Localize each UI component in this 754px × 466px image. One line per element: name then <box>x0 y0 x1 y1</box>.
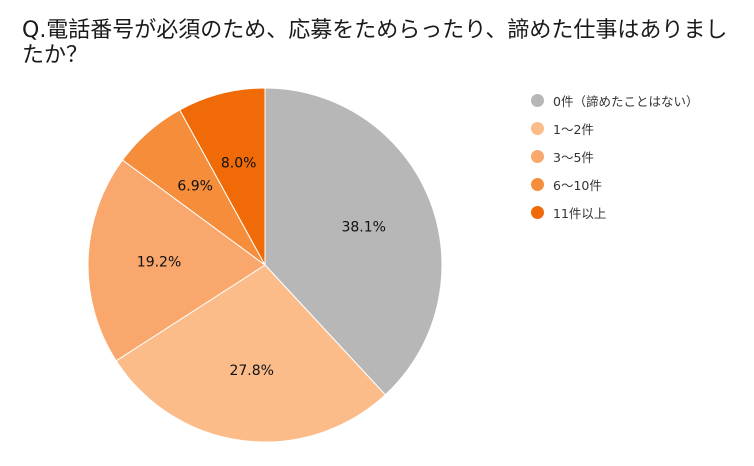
legend-item-4: 6〜10件 <box>531 170 698 198</box>
slice-labels: 38.1% 27.8% 19.2% 6.9% 8.0% <box>137 155 386 379</box>
legend-swatch-5 <box>531 205 544 219</box>
legend: 0件（諦めたことはない） 1〜2件 3〜5件 6〜10件 11件以上 <box>531 86 698 226</box>
pie-slice-5 <box>179 87 266 266</box>
slice-value-label-3: 19.2% <box>137 255 181 271</box>
chart-title: Q.電話番号が必須のため、応募をためらったり、諦めた仕事はありましたか？ <box>22 18 728 68</box>
legend-swatch-1 <box>531 93 544 107</box>
legend-item-3: 3〜5件 <box>531 142 698 170</box>
pie-slice-2 <box>115 264 387 443</box>
legend-label-3: 3〜5件 <box>553 149 594 165</box>
legend-item-2: 1〜2件 <box>531 114 698 142</box>
legend-swatch-2 <box>531 121 544 135</box>
slice-value-label-1: 38.1% <box>341 219 385 235</box>
legend-swatch-3 <box>531 149 544 163</box>
legend-label-4: 6〜10件 <box>553 177 602 193</box>
legend-label-5: 11件以上 <box>553 205 607 221</box>
legend-label-2: 1〜2件 <box>553 121 594 137</box>
legend-item-1: 0件（諦めたことはない） <box>531 86 698 114</box>
pie-slice-1 <box>264 87 443 396</box>
pie-slices <box>87 87 443 443</box>
legend-label-1: 0件（諦めたことはない） <box>553 93 699 109</box>
slice-value-label-4: 6.9% <box>177 178 213 194</box>
legend-swatch-4 <box>531 177 544 191</box>
slice-value-label-5: 8.0% <box>221 155 257 171</box>
pie-slice-3 <box>87 159 266 362</box>
slice-value-label-2: 27.8% <box>229 363 273 379</box>
legend-item-5: 11件以上 <box>531 198 698 226</box>
